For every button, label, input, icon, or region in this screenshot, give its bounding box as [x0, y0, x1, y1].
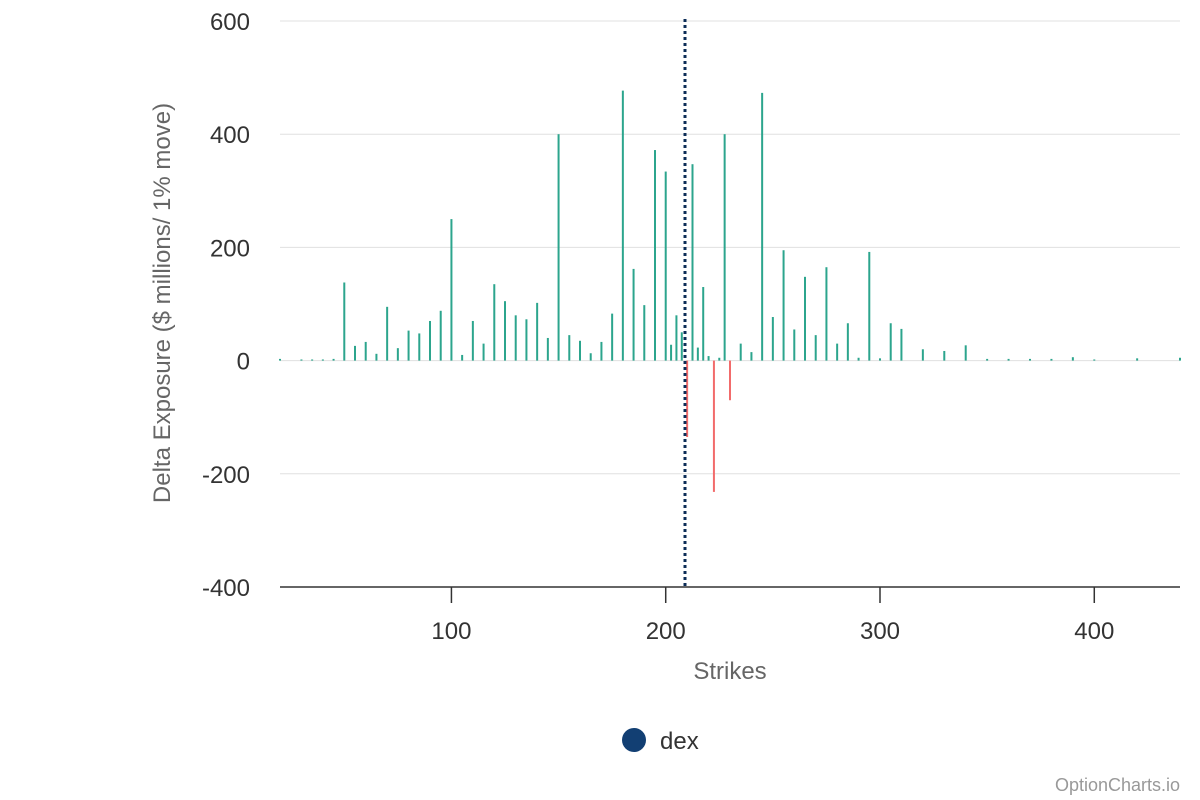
bar[interactable]: [279, 358, 281, 361]
bar[interactable]: [1007, 358, 1010, 361]
bar[interactable]: [461, 354, 464, 361]
bar[interactable]: [889, 323, 892, 361]
bar[interactable]: [686, 360, 689, 438]
bar[interactable]: [670, 344, 673, 361]
bar[interactable]: [407, 330, 410, 361]
bar[interactable]: [600, 341, 603, 361]
bar[interactable]: [836, 343, 839, 361]
legend-marker-dex: [622, 728, 646, 752]
bar[interactable]: [696, 347, 699, 361]
bar[interactable]: [825, 267, 828, 361]
bar[interactable]: [964, 345, 967, 361]
bar[interactable]: [514, 315, 517, 361]
y-tick-label: -200: [202, 462, 250, 489]
bar[interactable]: [300, 359, 303, 361]
bar[interactable]: [450, 219, 453, 361]
bar[interactable]: [557, 134, 560, 361]
y-axis-title: Delta Exposure ($ millions/ 1% move): [149, 103, 176, 503]
bar[interactable]: [632, 268, 635, 361]
bar[interactable]: [739, 343, 742, 361]
bar[interactable]: [868, 251, 871, 361]
bar[interactable]: [439, 310, 442, 361]
axes: [280, 586, 1180, 603]
bar[interactable]: [1179, 357, 1181, 361]
x-tick-label: 100: [431, 618, 471, 645]
bar[interactable]: [846, 323, 849, 361]
bar[interactable]: [386, 306, 389, 361]
bar[interactable]: [761, 92, 764, 361]
bar[interactable]: [418, 333, 421, 361]
bar[interactable]: [1029, 358, 1031, 361]
bar[interactable]: [782, 250, 785, 361]
bar[interactable]: [1050, 358, 1053, 361]
bar[interactable]: [664, 171, 667, 361]
bar[interactable]: [900, 328, 903, 361]
bar[interactable]: [793, 329, 796, 361]
y-tick-label: 0: [237, 349, 250, 376]
bar[interactable]: [311, 359, 314, 361]
bar[interactable]: [568, 335, 571, 361]
bar[interactable]: [504, 301, 506, 361]
bar[interactable]: [471, 320, 474, 361]
legend[interactable]: dex: [622, 728, 699, 755]
bar[interactable]: [986, 358, 989, 361]
bar[interactable]: [429, 320, 431, 361]
x-tick-label: 400: [1074, 618, 1114, 645]
bar[interactable]: [343, 282, 346, 361]
bar[interactable]: [1136, 358, 1139, 361]
bar[interactable]: [712, 360, 715, 492]
x-axis-title: Strikes: [693, 658, 766, 685]
bar[interactable]: [375, 353, 378, 361]
bar[interactable]: [804, 276, 806, 361]
bar[interactable]: [525, 319, 528, 361]
bars: [279, 90, 1181, 492]
bar[interactable]: [536, 302, 539, 361]
bar[interactable]: [921, 349, 924, 361]
bar[interactable]: [579, 340, 581, 361]
bar[interactable]: [675, 315, 678, 361]
bar[interactable]: [546, 337, 549, 361]
bar[interactable]: [354, 345, 356, 361]
y-tick-label: 600: [210, 9, 250, 36]
bar[interactable]: [1071, 357, 1074, 361]
bar[interactable]: [857, 357, 860, 361]
bar[interactable]: [680, 332, 683, 361]
bar[interactable]: [691, 164, 694, 361]
bar[interactable]: [707, 356, 710, 361]
legend-label-dex: dex: [660, 728, 699, 755]
y-tick-label: 400: [210, 122, 250, 149]
y-tick-labels: -400 -200 0 200 400 600: [202, 9, 250, 602]
x-tick-label: 200: [646, 618, 686, 645]
bar[interactable]: [723, 134, 726, 361]
bar[interactable]: [729, 360, 731, 401]
bar[interactable]: [589, 353, 592, 361]
bar[interactable]: [643, 305, 646, 361]
bar[interactable]: [771, 317, 774, 361]
bar[interactable]: [702, 287, 705, 361]
bar[interactable]: [321, 359, 324, 361]
y-tick-label: -400: [202, 575, 250, 602]
bar[interactable]: [1093, 359, 1096, 361]
x-tick-label: 300: [860, 618, 900, 645]
bar[interactable]: [493, 284, 496, 361]
bar[interactable]: [364, 341, 367, 361]
y-tick-label: 200: [210, 235, 250, 262]
bar[interactable]: [396, 348, 399, 361]
bar[interactable]: [943, 350, 946, 361]
chart-credit[interactable]: OptionCharts.io: [1055, 775, 1180, 795]
bar[interactable]: [718, 357, 721, 361]
x-tick-labels: 100 200 300 400: [431, 618, 1114, 645]
bar[interactable]: [814, 335, 817, 361]
bar[interactable]: [654, 150, 656, 361]
bar[interactable]: [332, 358, 335, 361]
bar[interactable]: [879, 358, 881, 361]
bar[interactable]: [482, 343, 485, 361]
grid-lines: [280, 20, 1180, 475]
bar[interactable]: [611, 313, 614, 361]
bar[interactable]: [750, 352, 753, 361]
bar[interactable]: [621, 90, 624, 361]
